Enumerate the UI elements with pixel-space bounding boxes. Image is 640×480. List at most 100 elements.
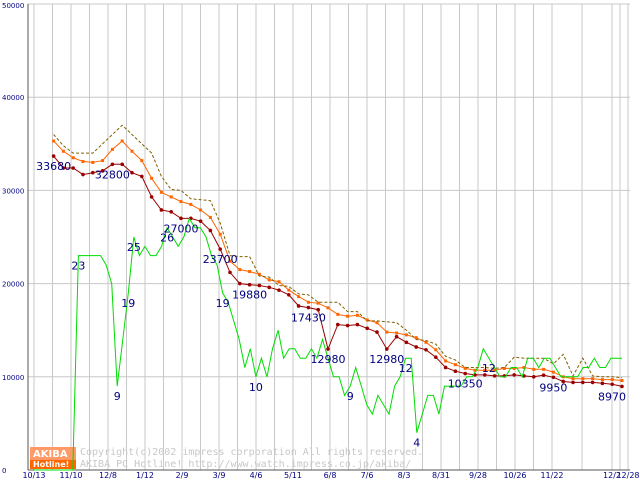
data-label: 19 <box>216 297 230 310</box>
x-tick-label: 8/3 <box>398 471 411 480</box>
data-point <box>542 367 546 371</box>
data-label: 10 <box>249 381 263 394</box>
data-point <box>52 139 56 143</box>
data-point <box>208 215 212 219</box>
data-point <box>404 333 408 337</box>
data-point <box>277 280 281 284</box>
data-point <box>296 304 301 308</box>
x-tick-label: 12/8 <box>99 471 117 480</box>
data-point <box>120 162 124 167</box>
data-point <box>492 374 497 378</box>
series-shop-count <box>34 217 622 471</box>
logo-bottom-block <box>30 460 76 469</box>
data-label: 23 <box>71 260 85 273</box>
data-point <box>463 366 467 370</box>
data-point <box>571 377 575 381</box>
data-point <box>375 330 379 334</box>
akiba-logo: AKIBA Hotline! <box>30 447 76 469</box>
data-point <box>512 366 516 370</box>
data-point <box>541 373 546 377</box>
data-point <box>287 292 291 297</box>
series <box>34 124 624 471</box>
data-point <box>218 232 222 236</box>
data-point <box>385 347 389 351</box>
data-point <box>551 375 556 380</box>
data-point <box>414 336 418 340</box>
data-point <box>140 174 144 179</box>
data-point <box>404 340 409 345</box>
data-point <box>532 375 536 379</box>
data-point <box>561 379 565 384</box>
watermark: AKIBA Hotline! Copyright(c)2002 impress … <box>30 447 423 470</box>
x-axis-ticks: 10/13 11/10 12/8 1/12 2/9 3/9 4/6 5/11 6/8 7/6 8/3… <box>22 471 639 480</box>
logo-line1: AKIBA <box>33 449 68 460</box>
data-point <box>228 270 232 275</box>
x-tick-label: 11/22 <box>540 471 563 480</box>
data-point <box>150 176 154 180</box>
data-label: 26 <box>160 232 174 245</box>
data-point <box>149 195 154 199</box>
data-label: 12980 <box>311 353 346 366</box>
series-price-average <box>52 139 624 383</box>
data-point <box>169 210 173 214</box>
data-point <box>120 139 124 143</box>
data-point <box>424 347 428 352</box>
x-tick-label: 11/10 <box>59 471 82 480</box>
data-label: 17430 <box>291 312 326 325</box>
x-tick-label: 4/6 <box>250 471 263 480</box>
data-point <box>414 345 419 349</box>
data-label: 9 <box>347 390 354 403</box>
y-tick-label: 30000 <box>2 187 24 195</box>
data-point <box>238 268 242 272</box>
data-label: 33680 <box>36 160 71 173</box>
data-point <box>434 355 438 360</box>
data-point <box>306 305 311 310</box>
data-point <box>277 288 281 292</box>
data-point <box>483 368 487 372</box>
data-point <box>140 159 144 163</box>
data-point <box>502 366 506 370</box>
data-point <box>130 149 134 153</box>
data-point <box>326 306 330 310</box>
data-point <box>316 307 321 312</box>
data-point <box>581 377 585 381</box>
data-label: 12980 <box>369 353 404 366</box>
data-point <box>208 228 213 233</box>
data-point <box>443 365 448 370</box>
data-point <box>91 170 95 175</box>
data-point <box>532 367 536 371</box>
data-point <box>61 166 66 170</box>
data-label: 32800 <box>95 168 130 181</box>
data-label: 8970 <box>598 390 626 403</box>
data-point <box>571 380 575 385</box>
x-tick-label: 6/8 <box>324 471 337 480</box>
data-point <box>297 295 301 299</box>
data-point <box>463 371 468 376</box>
data-point <box>365 318 369 322</box>
data-point <box>591 377 595 381</box>
data-label: 9950 <box>539 381 567 394</box>
copyright-line1: Copyright(c)2002 impress corporation All… <box>80 447 423 458</box>
data-label: 10350 <box>448 378 483 391</box>
axes <box>27 4 630 471</box>
data-label: 19880 <box>232 289 267 302</box>
data-point <box>522 365 526 369</box>
data-point <box>159 208 164 212</box>
data-point <box>71 166 75 170</box>
data-point <box>355 313 359 317</box>
data-point <box>189 202 193 206</box>
data-point <box>473 368 477 372</box>
data-point <box>444 359 448 363</box>
data-point <box>81 172 85 177</box>
x-tick-label: 3/9 <box>213 471 226 480</box>
data-label: 23700 <box>203 253 238 266</box>
y-tick-label: 0 <box>2 467 6 475</box>
data-point <box>91 160 95 164</box>
data-point <box>453 369 458 374</box>
data-point <box>81 160 85 164</box>
data-point <box>551 370 555 374</box>
data-point <box>218 247 222 251</box>
series-price <box>51 154 624 389</box>
y-tick-label: 50000 <box>2 2 24 10</box>
